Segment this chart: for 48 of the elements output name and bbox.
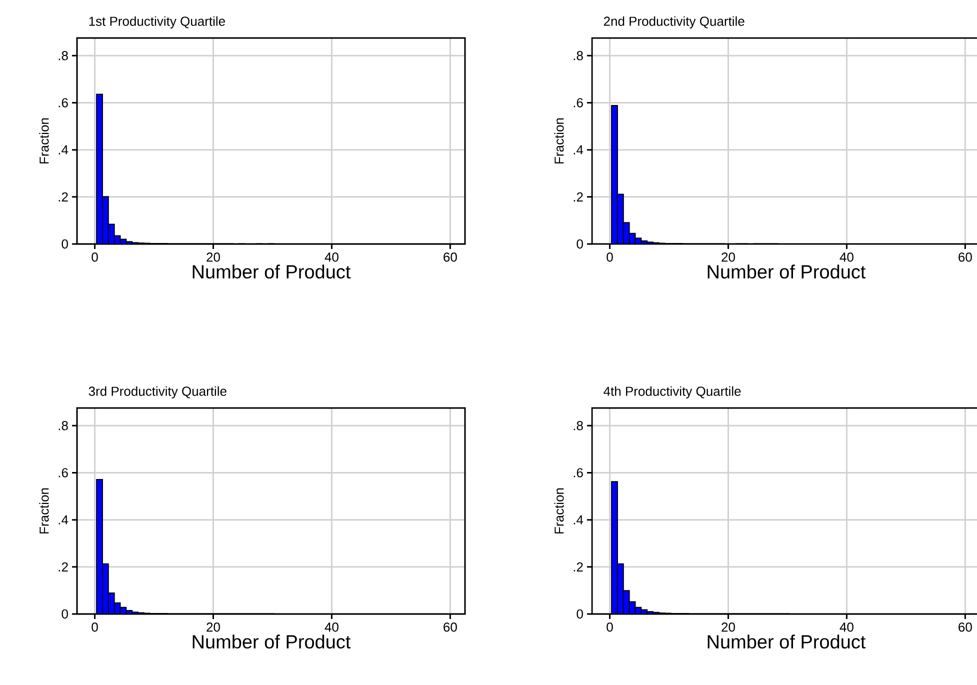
y-tick-label: .6 — [574, 98, 583, 108]
chart-title: 1st Productivity Quartile — [89, 16, 225, 28]
x-tick-label: 60 — [958, 252, 972, 262]
x-axis-title: Number of Product — [708, 634, 866, 649]
x-tick-label: 40 — [324, 622, 338, 632]
x-tick-label: 20 — [206, 252, 220, 262]
x-tick-label: 60 — [958, 622, 972, 632]
y-tick-label: .2 — [58, 562, 68, 572]
chart-title: 3rd Productivity Quartile — [88, 386, 226, 398]
x-axis-title: Number of Product — [192, 634, 351, 649]
y-axis-title: Fraction — [554, 488, 564, 534]
y-tick-label: .4 — [574, 145, 584, 154]
y-tick-label: 0 — [576, 239, 583, 249]
x-tick-label: 0 — [92, 252, 98, 262]
y-tick-label: .2 — [58, 192, 68, 202]
x-tick-label: 20 — [722, 252, 735, 262]
x-axis-title: Number of Product — [708, 264, 866, 279]
x-tick-label: 0 — [606, 252, 613, 262]
y-tick-label: 0 — [62, 609, 68, 619]
x-tick-label: 40 — [324, 252, 338, 262]
y-axis-title: Fraction — [39, 488, 49, 534]
chart-title: 2nd Productivity Quartile — [604, 16, 744, 28]
y-tick-label: .6 — [574, 468, 583, 478]
x-tick-label: 40 — [840, 252, 854, 262]
y-tick-label: .8 — [58, 421, 68, 430]
x-axis-title: Number of Product — [192, 264, 351, 279]
y-axis-title: Fraction — [554, 118, 564, 164]
chart-title: 4th Productivity Quartile — [604, 386, 741, 398]
y-tick-label: 0 — [62, 239, 68, 249]
y-axis-title: Fraction — [39, 118, 49, 164]
y-tick-label: .8 — [58, 51, 68, 60]
x-tick-label: 40 — [840, 622, 854, 632]
x-tick-label: 20 — [722, 622, 735, 632]
x-tick-label: 60 — [444, 622, 457, 632]
y-tick-label: .4 — [58, 515, 68, 524]
y-tick-label: .8 — [574, 51, 583, 60]
y-tick-label: 0 — [576, 609, 583, 619]
x-tick-label: 0 — [606, 622, 613, 632]
y-tick-label: .4 — [574, 515, 584, 524]
y-tick-label: .2 — [574, 192, 583, 202]
x-tick-label: 0 — [92, 622, 98, 632]
y-tick-label: .8 — [574, 421, 583, 430]
x-tick-label: 20 — [206, 622, 220, 632]
x-tick-label: 60 — [444, 252, 457, 262]
y-tick-label: .6 — [58, 468, 68, 478]
y-tick-label: .4 — [58, 145, 68, 154]
y-tick-label: .2 — [574, 562, 583, 572]
y-tick-label: .6 — [58, 98, 68, 108]
